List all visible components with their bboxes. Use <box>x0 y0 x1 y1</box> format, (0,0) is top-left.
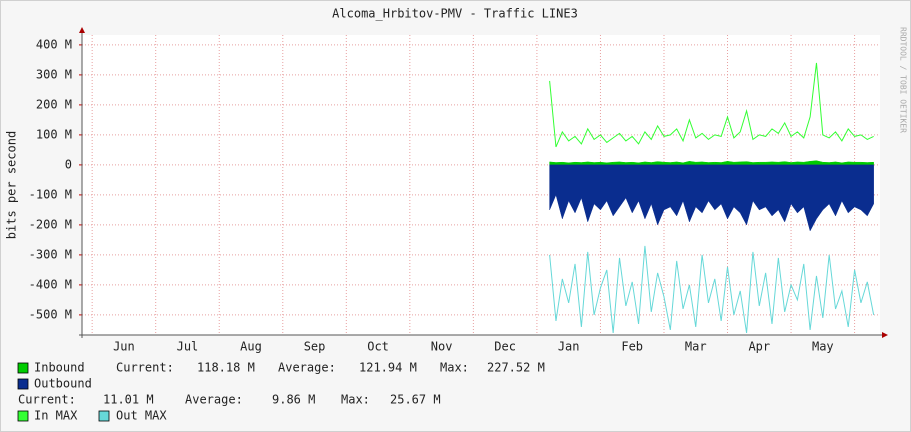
axis-arrow <box>882 332 888 338</box>
watermark: RRDTOOL / TOBI OETIKER <box>899 27 908 133</box>
legend-swatch <box>17 378 29 390</box>
legend-label: In MAX <box>34 409 78 423</box>
x-tick-label: Feb <box>621 340 643 354</box>
x-tick-label: Aug <box>240 340 262 354</box>
y-tick-label: -200 M <box>29 217 72 231</box>
legend-stat: Max: <box>440 361 469 375</box>
x-tick-label: Apr <box>748 340 770 354</box>
line <box>549 62 874 148</box>
y-tick-label: 200 M <box>36 97 72 111</box>
x-tick-label: Sep <box>304 340 326 354</box>
x-tick-label: May <box>812 340 834 354</box>
legend-stat: Max: <box>341 393 370 407</box>
y-tick-label: -500 M <box>29 307 72 321</box>
legend-swatch <box>17 410 29 422</box>
legend-stat: 121.94 M <box>359 361 417 375</box>
line <box>549 245 875 333</box>
x-tick-label: Jul <box>177 340 199 354</box>
legend-swatch <box>98 410 110 422</box>
y-tick-label: -100 M <box>29 187 72 201</box>
axis-arrow <box>79 27 85 33</box>
legend-stat: 227.52 M <box>487 361 545 375</box>
legend-stat: 9.86 M <box>272 393 315 407</box>
legend-label: Outbound <box>34 377 92 391</box>
x-tick-label: Nov <box>431 340 453 354</box>
y-tick-label: 0 <box>65 157 72 171</box>
chart-title: Alcoma_Hrbitov-PMV - Traffic LINE3 <box>332 7 578 21</box>
legend-stat: Average: <box>185 393 243 407</box>
y-tick-label: 400 M <box>36 37 72 51</box>
area <box>549 164 874 232</box>
area <box>549 160 874 166</box>
x-tick-label: Jan <box>558 340 580 354</box>
x-tick-label: Oct <box>367 340 389 354</box>
x-tick-label: Jun <box>113 340 135 354</box>
legend-stat: 25.67 M <box>390 393 441 407</box>
x-tick-label: Dec <box>494 340 516 354</box>
legend-swatch <box>17 362 29 374</box>
legend-label: Out MAX <box>116 409 167 423</box>
legend-stat: Current: <box>18 393 76 407</box>
y-tick-label: -400 M <box>29 277 72 291</box>
y-axis-label: bits per second <box>5 131 19 239</box>
legend-stat: 11.01 M <box>103 393 154 407</box>
y-tick-label: 300 M <box>36 67 72 81</box>
legend-stat: 118.18 M <box>197 361 255 375</box>
y-tick-label: 100 M <box>36 127 72 141</box>
legend-label: Inbound <box>34 361 85 375</box>
y-tick-label: -300 M <box>29 247 72 261</box>
legend-stat: Average: <box>278 361 336 375</box>
legend-stat: Current: <box>116 361 174 375</box>
x-tick-label: Mar <box>685 340 707 354</box>
